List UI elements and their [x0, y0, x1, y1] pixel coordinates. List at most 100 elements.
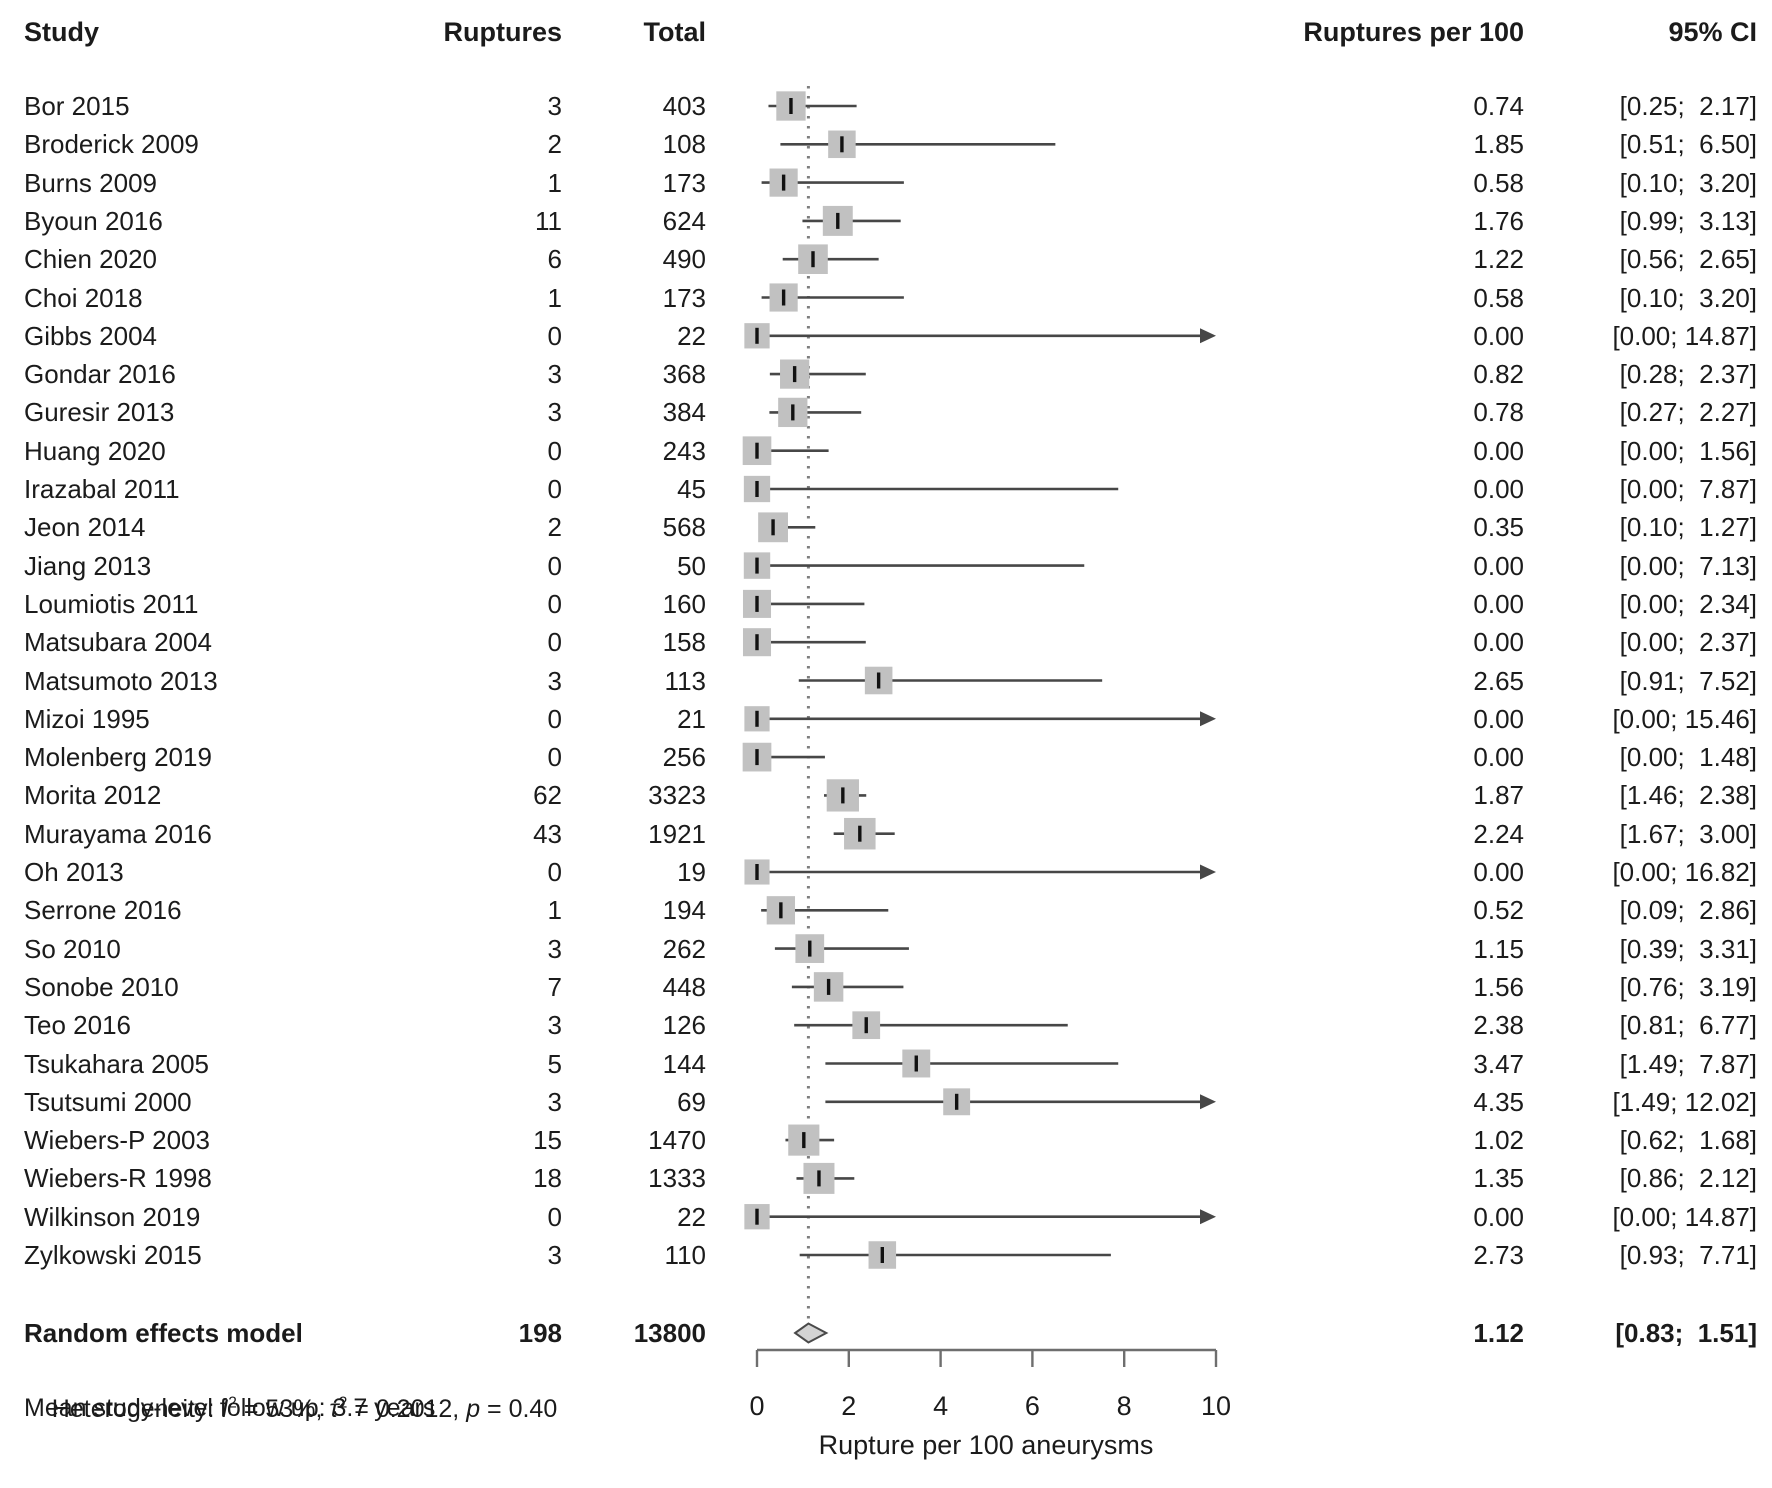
study-ruptures: 0: [547, 320, 562, 351]
study-ruptures: 43: [533, 818, 562, 849]
study-rate: 0.00: [1473, 742, 1524, 773]
study-ruptures: 1: [547, 167, 562, 198]
study-name: Wiebers-P 2003: [24, 1125, 210, 1156]
study-ci: [0.91; 7.52]: [1619, 665, 1757, 696]
study-total: 3323: [648, 780, 706, 811]
study-ruptures: 0: [547, 742, 562, 773]
column-header-study: Study: [24, 17, 100, 47]
study-name: Choi 2018: [24, 282, 143, 313]
study-total: 448: [662, 971, 706, 1002]
x-axis-tick-label: 0: [749, 1391, 765, 1421]
study-name: So 2010: [24, 933, 121, 964]
study-ci: [0.00; 7.87]: [1619, 474, 1757, 504]
x-axis-tick-label: 6: [1024, 1391, 1040, 1421]
study-rate: 0.78: [1473, 397, 1524, 428]
study-ruptures: 3: [547, 1240, 562, 1270]
x-axis-tick-label: 8: [1116, 1391, 1132, 1421]
study-total: 69: [677, 1086, 706, 1117]
column-header-total: Total: [643, 17, 707, 47]
heterogeneity-prefix: Heterogeneity:: [51, 1395, 222, 1423]
column-header-ci: 95% CI: [1668, 17, 1757, 47]
study-rate: 0.00: [1473, 474, 1524, 504]
study-total: 568: [662, 512, 706, 543]
study-total: 22: [677, 1201, 706, 1232]
study-ci: [0.62; 1.68]: [1619, 1125, 1757, 1156]
study-ci: [0.00; 14.87]: [1612, 1201, 1757, 1232]
study-total: 368: [662, 359, 706, 390]
p-value-symbol: p: [466, 1395, 481, 1423]
study-name: Chien 2020: [24, 244, 157, 275]
study-ruptures: 0: [547, 627, 562, 658]
study-name: Gondar 2016: [24, 359, 176, 390]
study-name: Oh 2013: [24, 857, 124, 887]
study-rate: 0.00: [1473, 627, 1524, 658]
study-total: 113: [664, 665, 706, 696]
study-rate: 1.22: [1473, 244, 1524, 275]
study-ci: [0.00; 2.34]: [1619, 588, 1757, 619]
tau-squared-symbol: τ: [329, 1395, 339, 1423]
study-total: 490: [662, 244, 706, 275]
study-rate: 1.15: [1473, 933, 1524, 964]
study-rate: 1.35: [1473, 1163, 1524, 1194]
study-rate: 1.56: [1473, 971, 1524, 1002]
study-ci: [0.27; 2.27]: [1619, 397, 1757, 428]
study-ci: [1.46; 2.38]: [1619, 780, 1757, 811]
study-total: 173: [662, 167, 706, 198]
study-name: Gibbs 2004: [24, 320, 157, 351]
study-ruptures: 0: [547, 588, 562, 619]
column-header-rate: Ruptures per 100: [1303, 17, 1524, 47]
study-ruptures: 6: [547, 244, 562, 275]
study-rate: 0.00: [1473, 1201, 1524, 1232]
study-ci: [0.00; 1.48]: [1619, 742, 1757, 773]
study-total: 50: [677, 550, 706, 581]
study-ruptures: 15: [533, 1125, 562, 1156]
study-ruptures: 2: [547, 129, 562, 160]
study-rate: 2.38: [1473, 1010, 1524, 1041]
ci-arrow-head: [1200, 328, 1216, 344]
study-total: 45: [677, 474, 706, 504]
study-ruptures: 0: [547, 1201, 562, 1232]
study-total: 160: [662, 588, 706, 619]
study-ruptures: 3: [547, 397, 562, 428]
study-name: Tsukahara 2005: [24, 1048, 210, 1079]
heterogeneity-seg2: = 0.2012,: [347, 1395, 467, 1423]
study-ruptures: 3: [547, 1010, 562, 1041]
study-rate: 2.24: [1473, 818, 1524, 849]
study-rate: 3.47: [1473, 1048, 1524, 1079]
study-ruptures: 3: [547, 91, 562, 121]
study-ruptures: 3: [547, 359, 562, 390]
ci-arrow-head: [1200, 1094, 1216, 1110]
study-name: Murayama 2016: [24, 818, 212, 849]
study-total: 1470: [648, 1125, 706, 1156]
study-total: 624: [662, 205, 706, 236]
study-ci: [0.25; 2.17]: [1619, 91, 1757, 121]
summary-ci: [0.83; 1.51]: [1615, 1318, 1757, 1348]
study-ci: [0.00; 15.46]: [1612, 703, 1757, 734]
study-ci: [0.56; 2.65]: [1619, 244, 1757, 275]
x-axis-tick-label: 10: [1200, 1391, 1232, 1421]
heterogeneity-seg1: = 53%,: [236, 1395, 330, 1423]
study-ruptures: 0: [547, 857, 562, 887]
study-ci: [0.00; 7.13]: [1619, 550, 1757, 581]
study-name: Teo 2016: [24, 1010, 131, 1041]
study-ruptures: 2: [547, 512, 562, 543]
study-ruptures: 3: [547, 665, 562, 696]
study-total: 21: [677, 703, 706, 734]
ci-arrow-head: [1200, 864, 1216, 880]
study-ruptures: 3: [547, 933, 562, 964]
heterogeneity-note: Heterogeneity: I2 = 53%, τ2 = 0.2012, p …: [24, 1352, 557, 1466]
study-ci: [0.76; 3.19]: [1619, 971, 1757, 1002]
study-total: 1333: [648, 1163, 706, 1194]
study-ci: [0.10; 3.20]: [1619, 282, 1757, 313]
study-name: Wilkinson 2019: [24, 1201, 201, 1232]
study-ci: [1.49; 7.87]: [1619, 1048, 1757, 1079]
study-name: Morita 2012: [24, 780, 162, 811]
study-name: Jeon 2014: [24, 512, 146, 543]
study-name: Molenberg 2019: [24, 742, 212, 773]
study-rate: 0.00: [1473, 550, 1524, 581]
study-ci: [0.86; 2.12]: [1619, 1163, 1757, 1194]
x-axis: [755, 1348, 1218, 1367]
study-name: Matsumoto 2013: [24, 665, 218, 696]
study-total: 108: [662, 129, 706, 160]
